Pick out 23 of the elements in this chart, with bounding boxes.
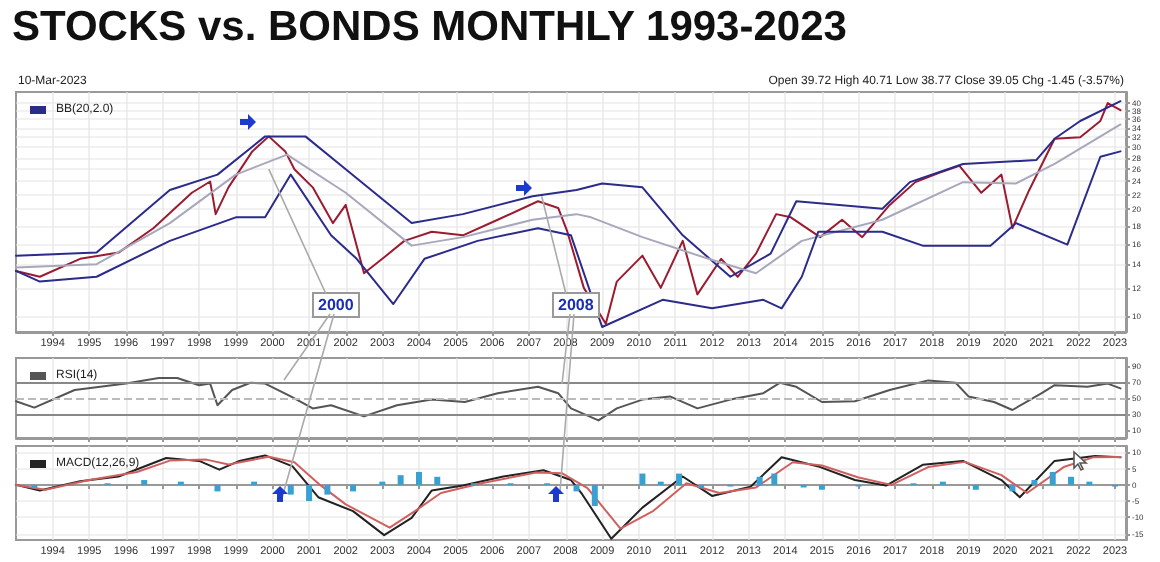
bar [573,484,580,492]
line-series [15,150,1122,328]
bar [1009,484,1016,492]
bar [214,484,221,492]
bar [591,484,598,506]
annotation: 2000 [312,292,360,318]
bar [350,484,357,492]
annotation: 2008 [552,292,600,318]
bar [397,475,404,485]
line-series [15,102,1122,325]
bar [639,473,646,485]
bar [1049,471,1056,485]
bar [324,484,331,495]
bar [771,473,778,485]
bar [306,484,313,502]
bar [972,484,979,490]
bar [1068,476,1075,485]
bar [415,471,422,485]
bar [676,473,683,485]
bar [756,476,763,485]
line-series [15,377,1122,422]
chart-title: STOCKS vs. BONDS MONTHLY 1993-2023 [12,4,847,52]
bar [434,476,441,485]
